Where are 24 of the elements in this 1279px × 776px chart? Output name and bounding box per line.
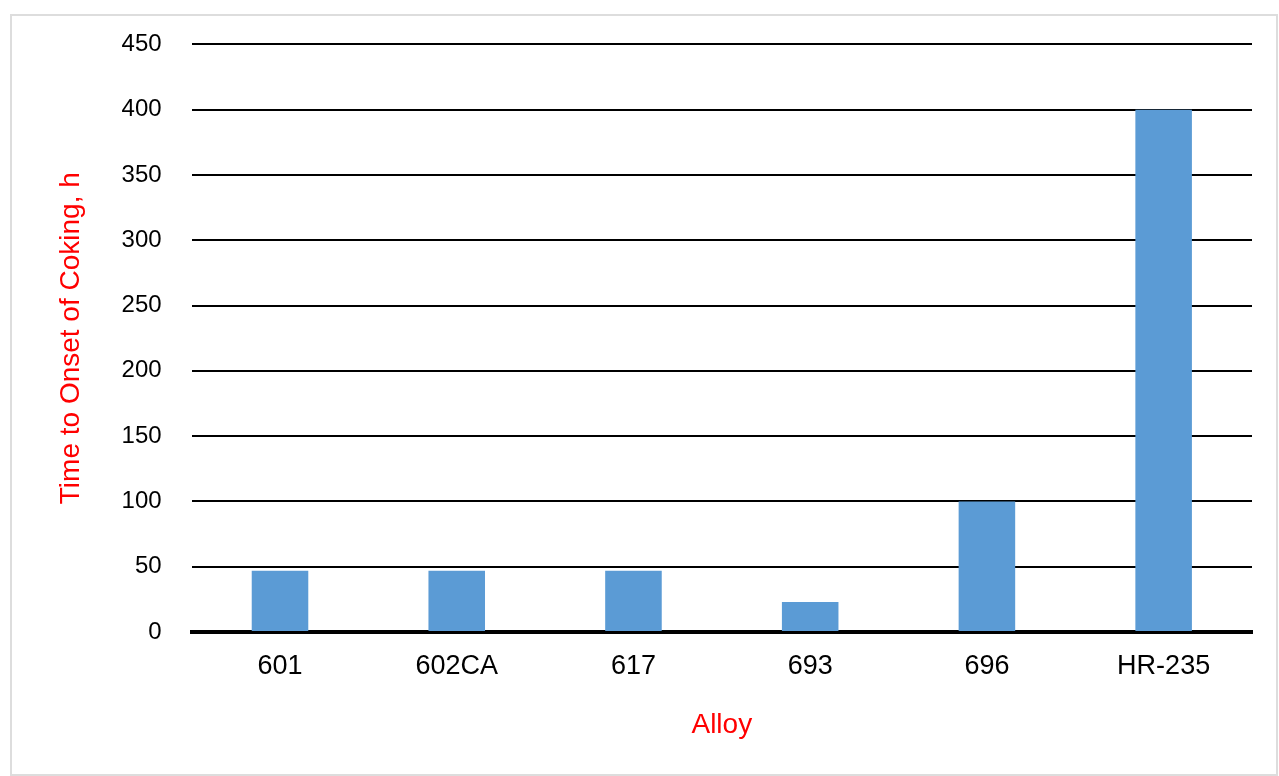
- x-tick-label: 601: [257, 649, 303, 680]
- y-tick-label: 0: [148, 616, 162, 644]
- bar: [428, 570, 486, 631]
- x-tick-label: 696: [964, 649, 1010, 680]
- y-tick-label: 250: [121, 290, 162, 318]
- x-tick-label: 693: [787, 649, 833, 680]
- bar: [605, 570, 662, 631]
- y-tick-label: 350: [121, 159, 162, 187]
- y-tick-label: 50: [134, 551, 162, 579]
- bar: [1135, 109, 1192, 631]
- y-tick-label: 150: [121, 420, 162, 448]
- y-tick-label: 300: [121, 224, 162, 252]
- x-tick-label: 602CA: [415, 649, 499, 680]
- bar: [781, 601, 839, 631]
- y-tick-label: 450: [121, 29, 162, 57]
- y-tick-label: 200: [121, 355, 162, 383]
- x-tick-label: 617: [610, 649, 656, 680]
- y-tick-label: 400: [121, 94, 162, 122]
- bar: [958, 501, 1016, 631]
- x-tick-label: HR-235: [1117, 649, 1211, 680]
- bar: [251, 570, 309, 631]
- y-tick-label: 100: [121, 486, 162, 514]
- x-axis-title: Alloy: [691, 707, 753, 739]
- y-axis-title: Time to Onset of Coking, h: [53, 172, 85, 505]
